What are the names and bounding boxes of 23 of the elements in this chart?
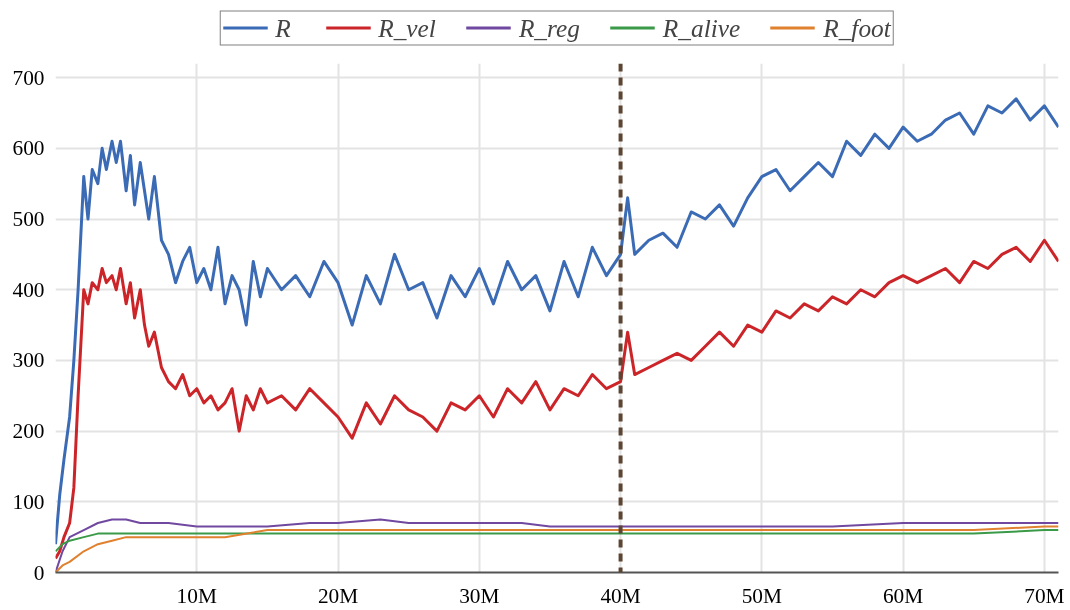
x-tick-label: 40M [600, 583, 641, 608]
y-tick-label: 600 [12, 136, 45, 161]
legend-label: R [275, 13, 292, 42]
x-tick-label: 20M [317, 583, 359, 608]
y-tick-label: 100 [12, 489, 45, 514]
x-tick-label: 70M [1024, 583, 1065, 608]
y-tick-label: 0 [33, 560, 45, 585]
line-series [55, 238, 1059, 560]
x-tick-label: 30M [459, 583, 500, 608]
legend-label: R_vel [378, 13, 436, 42]
legend-label: R_reg [518, 13, 580, 42]
legend-label: R_alive [662, 13, 741, 42]
y-tick-label: 700 [12, 65, 45, 90]
y-tick-label: 300 [12, 348, 45, 373]
x-tick-label: 50M [741, 583, 783, 608]
y-tick-label: 400 [12, 277, 45, 302]
y-tick-label: 500 [12, 207, 45, 232]
line-series [55, 529, 1059, 553]
line-series [55, 97, 1059, 546]
x-tick-label: 60M [882, 583, 924, 608]
y-tick-label: 200 [12, 419, 45, 444]
legend-label: R_foot [823, 13, 891, 42]
x-tick-label: 10M [176, 583, 217, 608]
